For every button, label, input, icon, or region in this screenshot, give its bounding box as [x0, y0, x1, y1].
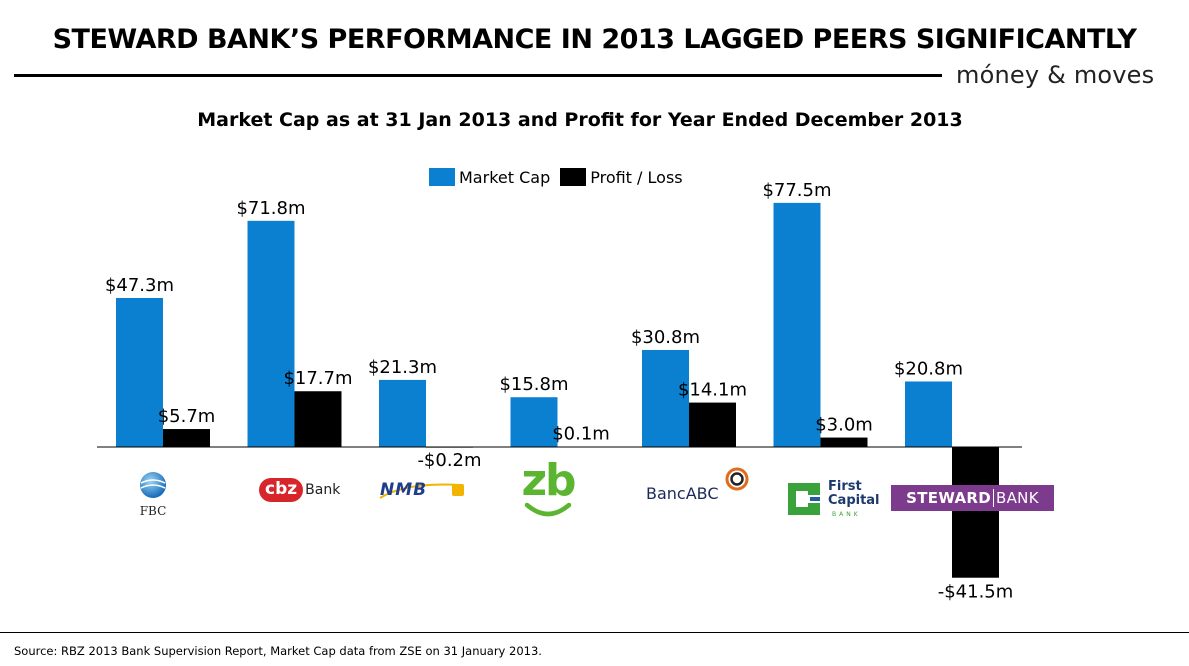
zb-smile-icon [524, 502, 572, 517]
bancabc-rings-icon [725, 467, 749, 491]
bar-market-cap-2 [247, 220, 295, 447]
data-label-profit-loss-5: $14.1m [678, 380, 747, 401]
fbc-logo-text: FBC [139, 504, 167, 518]
data-label-market-cap-3: $21.3m [368, 357, 437, 378]
fbc-logo: FBC [128, 470, 178, 518]
bar-market-cap-1 [116, 298, 163, 447]
legend-item-profit-loss: Profit / Loss [560, 167, 683, 187]
cbz-logo-text: Bank [305, 482, 341, 498]
chart-title: Market Cap as at 31 Jan 2013 and Profit … [197, 109, 963, 131]
first-capital-text-3: BANK [832, 511, 861, 518]
steward-logo-text-b: BANK [996, 489, 1039, 507]
cbz-bank-logo: cbz Bank [259, 475, 349, 505]
footer-divider [0, 632, 1189, 633]
first-capital-mark-icon [788, 483, 820, 515]
legend-label-profit-loss: Profit / Loss [590, 167, 683, 187]
bar-profit-loss-5 [689, 402, 736, 447]
bar-market-cap-4 [510, 397, 558, 447]
bancabc-logo-text: BancABC [646, 484, 719, 503]
data-label-profit-loss-6: $3.0m [815, 415, 873, 436]
legend-swatch-profit-loss [560, 168, 587, 186]
bar-profit-loss-1 [163, 429, 210, 447]
legend-label-market-cap: Market Cap [459, 167, 551, 187]
data-label-profit-loss-2: $17.7m [283, 368, 352, 389]
nmb-logo-text: NMB [380, 480, 428, 500]
first-capital-text-1: First [828, 479, 862, 494]
steward-logo-text-a: STEWARD [906, 489, 992, 507]
bar-market-cap-7 [905, 381, 952, 447]
zb-logo: zb [513, 456, 583, 530]
nmb-logo: NMB [376, 480, 468, 502]
data-label-profit-loss-7: -$41.5m [938, 582, 1014, 603]
data-label-profit-loss-4: $0.1m [552, 424, 610, 445]
first-capital-bank-logo: First Capital BANK [786, 480, 886, 520]
chart-legend: Market Cap Profit / Loss [429, 166, 693, 188]
data-label-profit-loss-1: $5.7m [158, 406, 216, 427]
data-label-market-cap-2: $71.8m [236, 198, 305, 219]
legend-item-market-cap: Market Cap [429, 168, 550, 187]
steward-logo-divider [993, 489, 995, 507]
data-label-market-cap-6: $77.5m [762, 180, 831, 201]
bar-profit-loss-7 [952, 447, 999, 578]
data-label-market-cap-5: $30.8m [631, 327, 700, 348]
nmb-swoosh-icon [379, 483, 464, 499]
cbz-logo-mark: cbz [259, 478, 304, 502]
legend-swatch-market-cap [429, 168, 455, 186]
bar-market-cap-6 [773, 202, 821, 447]
bar-profit-loss-2 [294, 391, 342, 447]
bar-market-cap-5 [642, 349, 689, 447]
data-label-profit-loss-3: -$0.2m [417, 450, 481, 471]
bar-profit-loss-6 [820, 437, 868, 447]
data-label-market-cap-7: $20.8m [894, 358, 963, 379]
brand-logo: móney & moves [956, 61, 1155, 89]
source-note: Source: RBZ 2013 Bank Supervision Report… [14, 644, 542, 658]
bar-market-cap-3 [379, 379, 426, 447]
page-title: STEWARD BANK’S PERFORMANCE IN 2013 LAGGE… [52, 24, 1137, 55]
bancabc-logo: BancABC [646, 466, 756, 506]
data-label-market-cap-1: $47.3m [105, 275, 174, 296]
zb-logo-text: zb [521, 455, 576, 506]
title-divider [14, 74, 942, 77]
fbc-globe-icon [140, 472, 166, 498]
steward-bank-logo: STEWARD BANK [891, 485, 1054, 511]
first-capital-text-2: Capital [828, 493, 880, 508]
data-label-market-cap-4: $15.8m [499, 374, 568, 395]
